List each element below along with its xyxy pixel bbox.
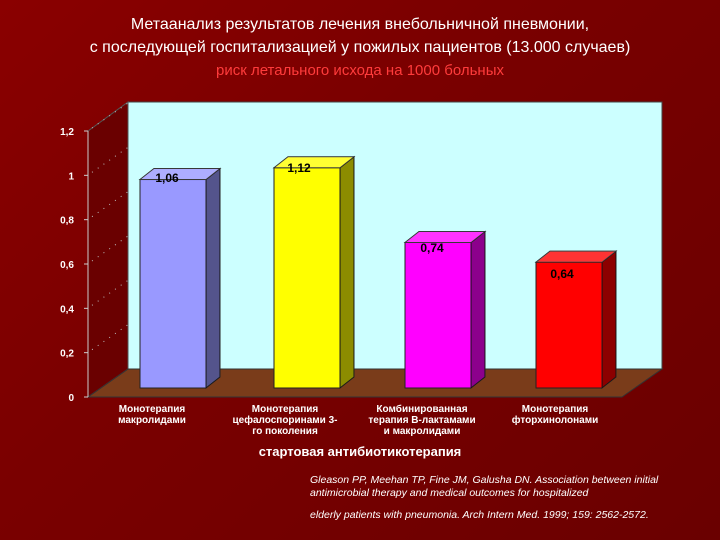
y-tick-label: 0,2 bbox=[60, 349, 74, 360]
bar-top-1 bbox=[272, 156, 356, 169]
data-label: 1,12 bbox=[287, 161, 311, 175]
y-tick-label: 0,8 bbox=[60, 216, 74, 227]
x-category-label: Комбинированная терапия В-лактамами и ма… bbox=[368, 404, 476, 437]
data-label: 1,06 bbox=[155, 171, 179, 185]
side-wall-grid-4 bbox=[91, 191, 129, 218]
side-wall-grid-3 bbox=[91, 235, 129, 262]
bar-top-shade-0 bbox=[140, 168, 220, 180]
bar-side-shade-2 bbox=[471, 231, 485, 388]
bar-top-0 bbox=[138, 168, 222, 181]
side-wall-grid-6 bbox=[91, 102, 129, 129]
data-label: 0,74 bbox=[420, 241, 444, 255]
y-tick-label: 0,6 bbox=[60, 260, 74, 271]
bar-front-2 bbox=[404, 241, 472, 389]
citation-line-1: Gleason PP, Meehan TP, Fine JM, Galusha … bbox=[310, 474, 659, 499]
bar-side-shade-3 bbox=[602, 251, 616, 388]
side-wall-grid-1 bbox=[91, 324, 129, 351]
bar-front-3 bbox=[535, 261, 603, 389]
data-label: 0,64 bbox=[550, 267, 574, 281]
side-wall-grid-2 bbox=[91, 279, 129, 306]
citation-line-2: elderly patients with pneumonia. Arch In… bbox=[310, 509, 649, 521]
bar-top-shade-3 bbox=[536, 251, 616, 263]
y-tick-label: 0,4 bbox=[60, 304, 74, 315]
bar-top-shade-1 bbox=[274, 156, 354, 168]
y-tick-label: 0 bbox=[68, 393, 74, 404]
bar-side-shade-1 bbox=[340, 156, 354, 388]
chart-subtitle: риск летального исхода на 1000 больных bbox=[216, 62, 504, 79]
bar-front-1 bbox=[273, 167, 341, 389]
bar-top-shade-2 bbox=[405, 231, 485, 243]
y-tick-label: 1 bbox=[68, 171, 74, 182]
y-tick-label: 1,2 bbox=[60, 127, 74, 138]
side-wall-grid-5 bbox=[91, 146, 129, 173]
bar-top-2 bbox=[403, 230, 487, 243]
bar-side-shade-0 bbox=[206, 168, 220, 388]
bar-top-3 bbox=[534, 250, 618, 263]
chart-title-line-2: с последующей госпитализацией у пожилых … bbox=[89, 39, 631, 56]
x-axis-title: стартовая антибиотикотерапия bbox=[258, 444, 462, 459]
x-category-label: Монотерапия фторхинолонами bbox=[511, 404, 599, 426]
x-category-label: Монотерапия цефалоспоринами 3- го поколе… bbox=[232, 404, 338, 437]
bar-front-0 bbox=[139, 179, 207, 389]
plot-floor bbox=[86, 368, 664, 398]
plot-side-wall bbox=[87, 101, 129, 398]
x-category-label: Монотерапия макролидами bbox=[118, 404, 186, 426]
chart-title-line-1: Метаанализ результатов лечения внебольни… bbox=[130, 16, 590, 33]
